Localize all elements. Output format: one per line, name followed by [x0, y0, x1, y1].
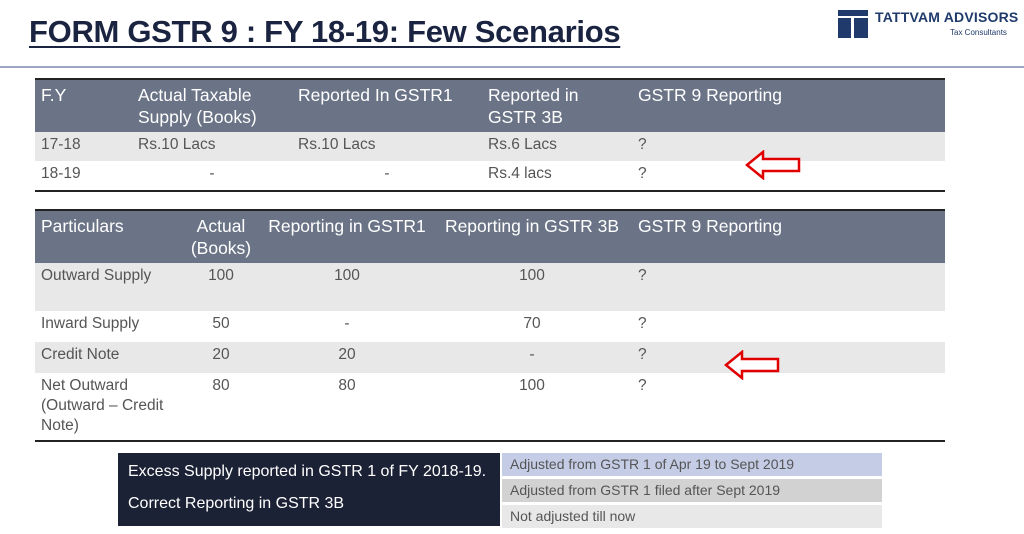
cell-gstr9: ? [632, 263, 945, 311]
header-fy: F.Y [35, 79, 132, 132]
header-reported-gstr1: Reported In GSTR1 [292, 79, 482, 132]
cell-particular: Credit Note [35, 342, 180, 373]
cell-actual: - [209, 165, 215, 182]
cell-gstr9: ? [638, 315, 647, 332]
table-row: 18-19 - - Rs.4 lacs ? [35, 161, 945, 191]
header-actual-books: Actual (Books) [180, 210, 262, 263]
brand-mark-icon [838, 10, 868, 38]
note-excess-supply: Excess Supply reported in GSTR 1 of FY 2… [128, 463, 487, 480]
cell-actual: 100 [180, 263, 262, 311]
cell-gstr9: ? [632, 342, 945, 373]
cell-gstr3b: Rs.4 lacs [488, 165, 552, 182]
brand-tagline: Tax Consultants [950, 28, 1007, 37]
left-arrow-icon [724, 350, 780, 380]
table-row: 17-18 Rs.10 Lacs Rs.10 Lacs Rs.6 Lacs ? [35, 132, 945, 161]
header-reported-gstr3b: Reported in GSTR 3B [482, 79, 632, 132]
cell-gstr3b: - [432, 342, 632, 373]
brand-name: TATTVAM ADVISORS [875, 9, 1019, 25]
cell-particular: Inward Supply [41, 315, 140, 332]
cell-gstr3b: 100 [519, 377, 545, 394]
left-arrow-icon [745, 150, 801, 180]
cell-actual: 20 [180, 342, 262, 373]
header-gstr9-reporting: GSTR 9 Reporting [632, 79, 945, 132]
header-reporting-gstr3b: Reporting in GSTR 3B [432, 210, 632, 263]
cell-gstr1: 100 [262, 263, 432, 311]
cell-particular: Outward Supply [35, 263, 180, 311]
cell-actual: 80 [212, 377, 230, 394]
cell-gstr3b: 100 [432, 263, 632, 311]
header-gstr9-reporting: GSTR 9 Reporting [632, 210, 945, 263]
table-row: Net Outward (Outward – Credit Note) 80 8… [35, 373, 945, 441]
scenario-notes: Excess Supply reported in GSTR 1 of FY 2… [118, 453, 500, 526]
cell-gstr1: Rs.10 Lacs [292, 132, 482, 161]
table-row: Inward Supply 50 - 70 ? [35, 311, 945, 342]
cell-gstr1: - [344, 315, 350, 332]
cell-gstr1: 80 [338, 377, 356, 394]
brand-logo: TATTVAM ADVISORS Tax Consultants [838, 8, 1018, 44]
legend-item-not-adjusted: Not adjusted till now [502, 505, 882, 528]
fy-scenario-table: F.Y Actual Taxable Supply (Books) Report… [35, 78, 945, 192]
cell-gstr1: - [384, 165, 390, 182]
cell-particular: Net Outward (Outward – Credit Note) [41, 377, 164, 434]
legend-item-adjusted-apr-sept: Adjusted from GSTR 1 of Apr 19 to Sept 2… [502, 453, 882, 476]
cell-gstr9: ? [638, 377, 647, 394]
cell-gstr9: ? [638, 165, 647, 182]
particulars-table: Particulars Actual (Books) Reporting in … [35, 209, 945, 442]
header-actual-taxable-supply: Actual Taxable Supply (Books) [132, 79, 292, 132]
table-row: Credit Note 20 20 - ? [35, 342, 945, 373]
cell-fy: 17-18 [35, 132, 132, 161]
cell-gstr3b: 70 [523, 315, 541, 332]
cell-actual: 50 [212, 315, 230, 332]
cell-gstr9: ? [632, 132, 945, 161]
note-correct-reporting: Correct Reporting in GSTR 3B [128, 495, 345, 512]
cell-gstr1: 20 [262, 342, 432, 373]
cell-actual: Rs.10 Lacs [132, 132, 292, 161]
table-row: Outward Supply 100 100 100 ? [35, 263, 945, 311]
cell-fy: 18-19 [41, 165, 81, 182]
cell-gstr3b: Rs.6 Lacs [482, 132, 632, 161]
legend-item-adjusted-after-sept: Adjusted from GSTR 1 filed after Sept 20… [502, 479, 882, 502]
slide-title: FORM GSTR 9 : FY 18-19: Few Scenarios [29, 14, 621, 49]
header-particulars: Particulars [35, 210, 180, 263]
header-reporting-gstr1: Reporting in GSTR1 [262, 210, 432, 263]
title-divider [0, 66, 1024, 68]
